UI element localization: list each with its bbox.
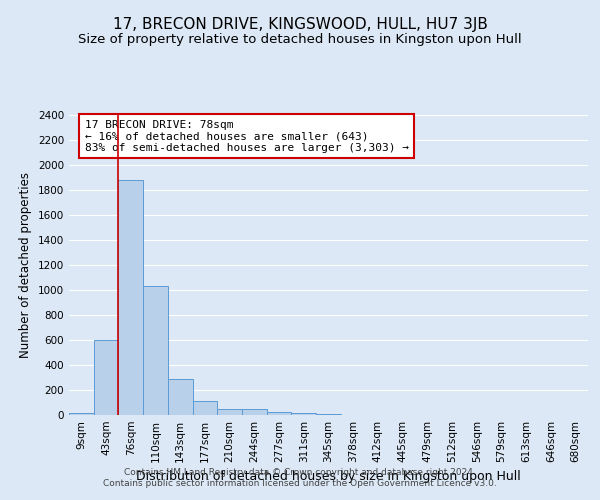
X-axis label: Distribution of detached houses by size in Kingston upon Hull: Distribution of detached houses by size …: [136, 470, 521, 484]
Text: Size of property relative to detached houses in Kingston upon Hull: Size of property relative to detached ho…: [78, 32, 522, 46]
Bar: [94, 340, 118, 415]
Bar: [267, 412, 292, 415]
Text: Contains HM Land Registry data © Crown copyright and database right 2024.
Contai: Contains HM Land Registry data © Crown c…: [103, 468, 497, 487]
Bar: [193, 401, 217, 415]
Y-axis label: Number of detached properties: Number of detached properties: [19, 172, 32, 358]
Bar: [168, 379, 193, 415]
Bar: [292, 412, 316, 415]
Text: 17 BRECON DRIVE: 78sqm
← 16% of detached houses are smaller (643)
83% of semi-de: 17 BRECON DRIVE: 78sqm ← 16% of detached…: [85, 120, 409, 152]
Bar: [118, 180, 143, 415]
Text: 17, BRECON DRIVE, KINGSWOOD, HULL, HU7 3JB: 17, BRECON DRIVE, KINGSWOOD, HULL, HU7 3…: [113, 18, 487, 32]
Bar: [143, 286, 168, 415]
Bar: [69, 412, 94, 415]
Bar: [316, 414, 341, 415]
Bar: [217, 409, 242, 415]
Bar: [242, 410, 267, 415]
